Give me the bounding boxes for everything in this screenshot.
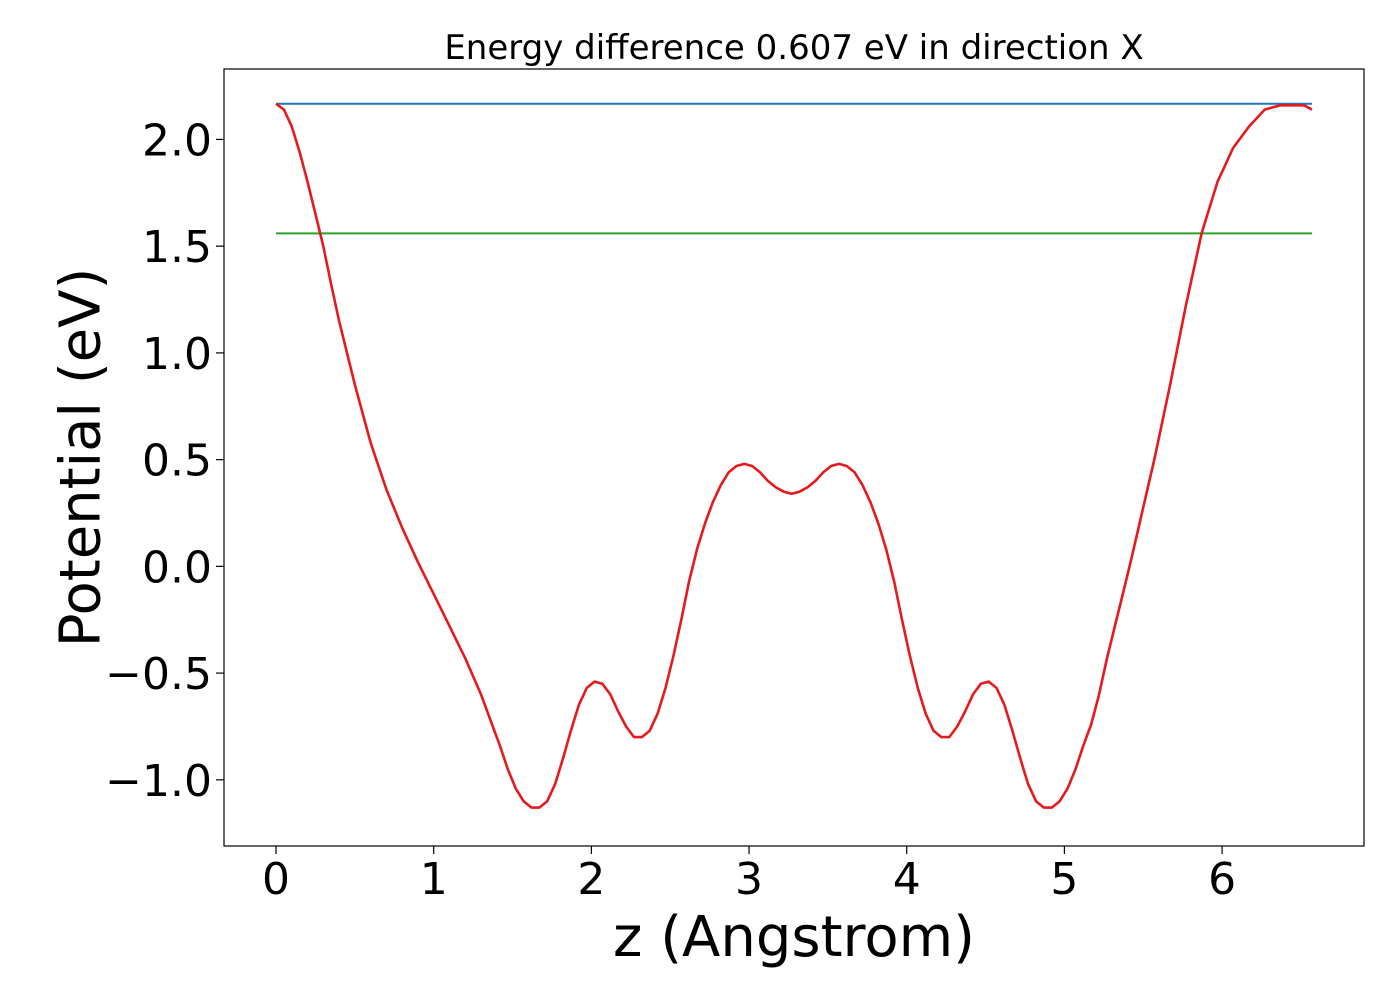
axes-frame xyxy=(223,68,1365,847)
x-tick-label: 6 xyxy=(1208,854,1236,905)
y-axis: −1.0 −0.5 0.0 0.5 1.0 1.5 2.0 xyxy=(105,115,224,807)
y-axis-label: Potential (eV) xyxy=(49,268,114,648)
x-tick-label: 3 xyxy=(735,854,763,905)
y-tick-label: −0.5 xyxy=(105,649,212,700)
x-tick-label: 4 xyxy=(893,854,921,905)
y-tick-label: 2.0 xyxy=(142,115,212,166)
y-tick-label: 0.0 xyxy=(142,542,212,593)
y-tick-label: −1.0 xyxy=(105,756,212,807)
x-tick-label: 5 xyxy=(1050,854,1078,905)
x-axis-label: z (Angstrom) xyxy=(613,905,975,970)
y-tick-label: 1.0 xyxy=(142,329,212,380)
x-tick-label: 0 xyxy=(262,854,290,905)
y-tick-label: 1.5 xyxy=(142,222,212,273)
potential-curve-2 xyxy=(275,102,1313,809)
y-tick-label: 0.5 xyxy=(142,436,212,487)
chart-title: Energy difference 0.607 eV in direction … xyxy=(444,28,1143,68)
x-axis: 0 1 2 3 4 5 6 xyxy=(262,846,1236,905)
x-tick-label: 2 xyxy=(577,854,605,905)
x-tick-label: 1 xyxy=(420,854,448,905)
plot-area xyxy=(275,102,1313,809)
